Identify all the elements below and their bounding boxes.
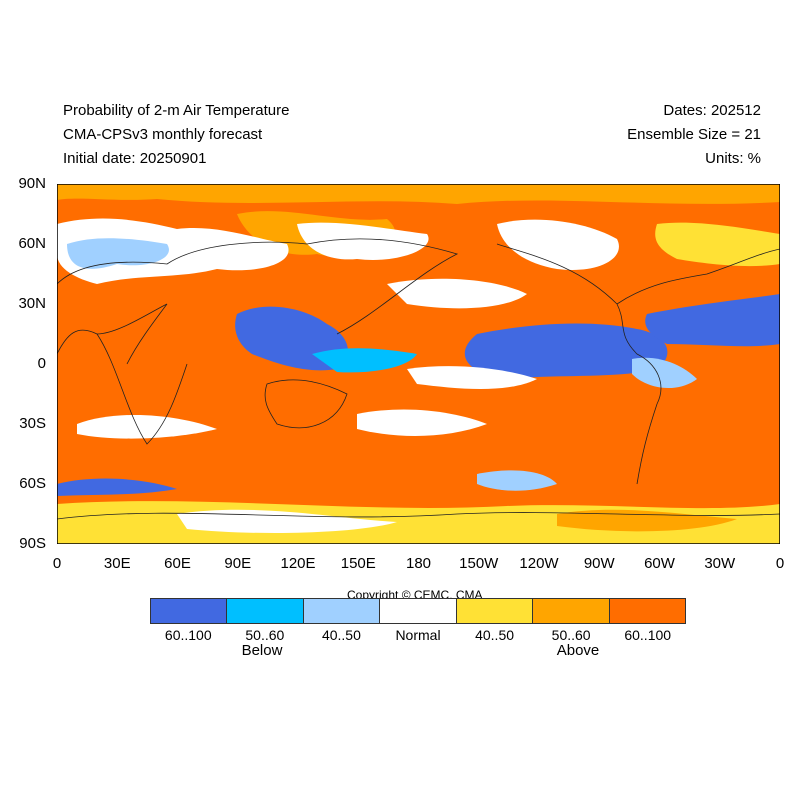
lat-tick: 90S: [19, 535, 46, 552]
lon-tick: 30W: [704, 555, 736, 572]
lon-tick: 180: [405, 555, 432, 572]
legend-bin-label: 60..100: [624, 627, 672, 643]
lon-tick: 60E: [164, 555, 191, 572]
legend-bin-label: 60..100: [164, 627, 212, 643]
legend-bin-label: 50..60: [245, 627, 285, 643]
lon-tick: 0: [775, 555, 785, 572]
eurasia-normal-region: [57, 218, 780, 284]
lon-tick: 120E: [280, 555, 316, 572]
lat-tick: 0: [37, 355, 46, 372]
lat-tick: 90N: [18, 175, 46, 192]
lon-tick: 0: [52, 555, 62, 572]
legend-swatch: [151, 599, 228, 623]
legend-swatch: [533, 599, 610, 623]
lon-tick: 90E: [224, 555, 252, 572]
below-normal-regions: [57, 294, 780, 496]
lon-tick: 150E: [340, 555, 376, 572]
units-label: Units: %: [705, 150, 761, 167]
lat-tick: 60S: [19, 475, 46, 492]
lat-tick: 60N: [18, 235, 46, 252]
below-label: Below: [241, 642, 283, 659]
lon-tick: 30E: [103, 555, 131, 572]
above-label: Above: [556, 642, 600, 659]
lon-tick: 150W: [459, 555, 499, 572]
title-line1: Probability of 2-m Air Temperature: [63, 102, 290, 119]
lat-tick: 30S: [19, 415, 46, 432]
legend-bin-label: 40..50: [321, 627, 361, 643]
legend-bin-label: 50..60: [551, 627, 591, 643]
legend-swatch: [227, 599, 304, 623]
title-line2: CMA-CPSv3 monthly forecast: [63, 126, 263, 143]
lat-tick: 30N: [18, 295, 46, 312]
coastlines: [57, 238, 780, 520]
lon-tick: 120W: [519, 555, 559, 572]
legend-swatch: [380, 599, 457, 623]
legend-bin-label: 40..50: [475, 627, 515, 643]
legend-colorbar: [150, 598, 686, 624]
dates-label: Dates: 202512: [663, 102, 761, 119]
legend-swatch: [609, 599, 685, 623]
lon-tick: 60W: [644, 555, 675, 572]
probability-map: [57, 184, 780, 544]
normal-patches: [57, 278, 780, 544]
lon-tick: 90W: [583, 555, 615, 572]
legend-swatch: [303, 599, 381, 623]
title-line3: Initial date: 20250901: [63, 150, 207, 167]
ensemble-size-label: Ensemble Size = 21: [627, 126, 761, 143]
legend-swatch: [456, 599, 534, 623]
legend-bin-label: Normal: [395, 627, 441, 643]
